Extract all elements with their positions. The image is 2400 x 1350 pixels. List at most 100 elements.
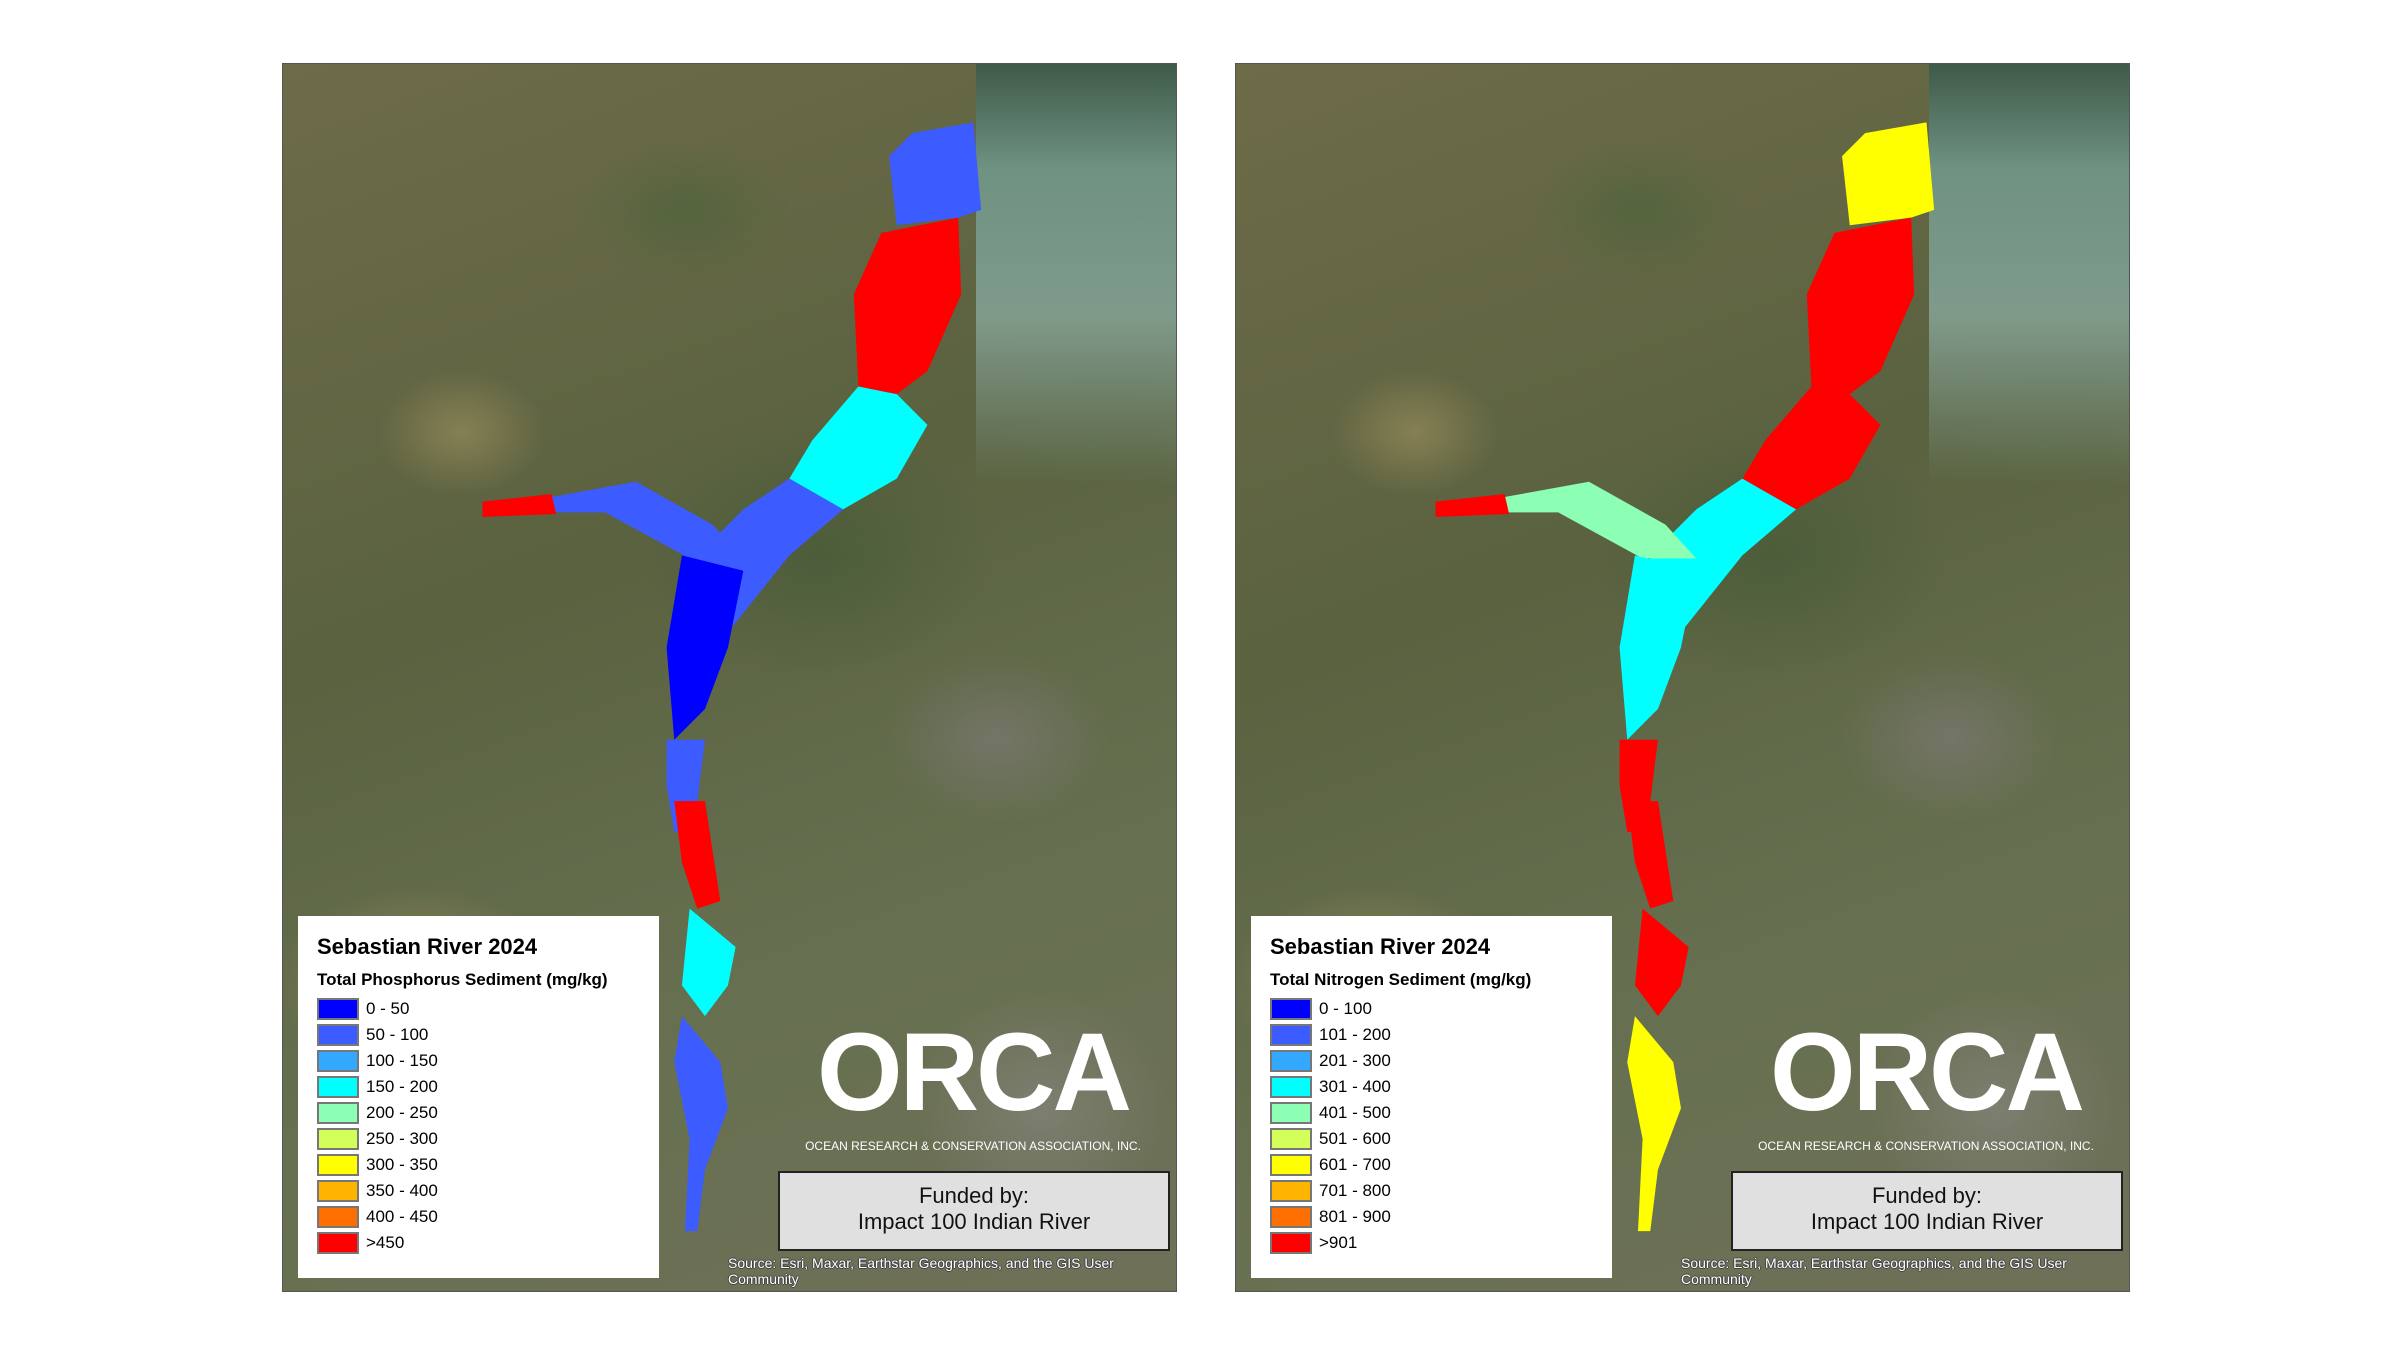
legend-swatch [1270,1024,1312,1046]
river-zone--901 [1806,217,1915,395]
legend-swatch [317,1206,359,1228]
river-zone--450 [853,217,962,395]
legend-label: 100 - 150 [366,1051,438,1070]
legend-swatch [317,1050,359,1072]
legend-item: 401 - 500 [1270,1100,1593,1126]
imagery-source-credit: Source: Esri, Maxar, Earthstar Geographi… [728,1255,1114,1287]
legend-swatch [317,1180,359,1202]
funded-by-label: Funded by: [918,1183,1030,1208]
legend-label: 601 - 700 [1319,1155,1391,1174]
legend-item: 101 - 200 [1270,1022,1593,1048]
legend-swatch [317,1076,359,1098]
legend-label: 0 - 50 [366,999,410,1018]
legend-item: 150 - 200 [317,1074,640,1100]
legend-swatch [1270,1206,1312,1228]
legend-label: 300 - 350 [366,1155,438,1174]
legend-swatch [1270,1232,1312,1254]
river-zone--901 [1634,908,1689,1017]
legend-label: >901 [1319,1233,1358,1252]
nitrogen-map-panel: Sebastian River 2024 Total Nitrogen Sedim… [1235,63,2130,1292]
legend-swatch [1270,1180,1312,1202]
legend-swatch [1270,1102,1312,1124]
legend-item: >901 [1270,1230,1593,1256]
river-sediment-overlay [1435,122,1935,1232]
river-sediment-overlay [482,122,982,1232]
legend-label: 150 - 200 [366,1077,438,1096]
legend-label: 350 - 400 [366,1181,438,1200]
legend-item: 801 - 900 [1270,1204,1593,1230]
legend-swatch [317,1232,359,1254]
river-zone-601-700 [1842,122,1935,226]
lagoon-water [1929,64,2129,484]
legend-item: 201 - 300 [1270,1048,1593,1074]
legend-label: 201 - 300 [1319,1051,1391,1070]
river-zone--901 [1627,801,1674,909]
legend-swatch [1270,1076,1312,1098]
river-zone-50-100 [674,1016,728,1232]
legend-item: 350 - 400 [317,1178,640,1204]
river-zone--901 [1435,493,1510,518]
legend-item: 601 - 700 [1270,1152,1593,1178]
legend-label: 401 - 500 [1319,1103,1391,1122]
orca-logo-tagline: OCEAN RESEARCH & CONSERVATION ASSOCIATIO… [1758,1139,2094,1153]
river-zone-50-100 [889,122,982,226]
legend-title: Sebastian River 2024 [317,934,538,959]
river-zone-301-400 [1619,555,1697,740]
legend-label: 501 - 600 [1319,1129,1391,1148]
legend-swatch [317,998,359,1020]
legend-item: 300 - 350 [317,1152,640,1178]
river-zone-0-50 [666,555,744,740]
river-zone-50-100 [551,481,744,559]
legend-item: 301 - 400 [1270,1074,1593,1100]
legend-swatch [1270,1154,1312,1176]
funder-name: Impact 100 Indian River [1810,1209,2044,1234]
river-zone-150-200 [789,386,928,510]
funded-by-box: Funded by: Impact 100 Indian River [1731,1171,2123,1251]
legend-label: >450 [366,1233,405,1252]
imagery-source-credit: Source: Esri, Maxar, Earthstar Geographi… [1681,1255,2067,1287]
river-zone-401-500 [1504,481,1697,559]
map-legend: Sebastian River 2024 Total Phosphorus Sed… [298,916,659,1278]
orca-logo-tagline: OCEAN RESEARCH & CONSERVATION ASSOCIATIO… [805,1139,1141,1153]
legend-item: 701 - 800 [1270,1178,1593,1204]
legend-label: 250 - 300 [366,1129,438,1148]
lagoon-water [976,64,1176,484]
legend-label: 801 - 900 [1319,1207,1391,1226]
river-zone--450 [674,801,721,909]
legend-label: 0 - 100 [1319,999,1372,1018]
orca-logo: ORCA OCEAN RESEARCH & CONSERVATION ASSOCI… [771,1012,1175,1157]
legend-item: >450 [317,1230,640,1256]
legend-swatch [317,1102,359,1124]
river-zone-150-200 [681,908,736,1017]
legend-item: 200 - 250 [317,1100,640,1126]
legend-swatch [317,1128,359,1150]
legend-label: 400 - 450 [366,1207,438,1226]
legend-label: 701 - 800 [1319,1181,1391,1200]
funded-by-label: Funded by: [1871,1183,1983,1208]
legend-label: 200 - 250 [366,1103,438,1122]
orca-logo-name: ORCA [1770,1011,2085,1134]
legend-swatch [317,1024,359,1046]
phosphorus-map-panel: Sebastian River 2024 Total Phosphorus Sed… [282,63,1177,1292]
legend-swatch [1270,1050,1312,1072]
legend-swatch [1270,998,1312,1020]
legend-title: Sebastian River 2024 [1270,934,1491,959]
legend-subtitle: Total Phosphorus Sediment (mg/kg) [317,970,608,989]
orca-logo: ORCA OCEAN RESEARCH & CONSERVATION ASSOCI… [1724,1012,2128,1157]
legend-item: 0 - 100 [1270,996,1593,1022]
legend-item: 0 - 50 [317,996,640,1022]
funded-by-box: Funded by: Impact 100 Indian River [778,1171,1170,1251]
map-legend: Sebastian River 2024 Total Nitrogen Sedim… [1251,916,1612,1278]
river-zone-601-700 [1627,1016,1681,1232]
legend-label: 101 - 200 [1319,1025,1391,1044]
legend-swatch [317,1154,359,1176]
legend-subtitle: Total Nitrogen Sediment (mg/kg) [1270,970,1532,989]
funder-name: Impact 100 Indian River [857,1209,1091,1234]
legend-item: 400 - 450 [317,1204,640,1230]
river-zone--901 [1742,386,1881,510]
orca-logo-name: ORCA [817,1011,1132,1134]
legend-item: 250 - 300 [317,1126,640,1152]
legend-label: 301 - 400 [1319,1077,1391,1096]
legend-item: 100 - 150 [317,1048,640,1074]
river-zone--450 [482,493,557,518]
